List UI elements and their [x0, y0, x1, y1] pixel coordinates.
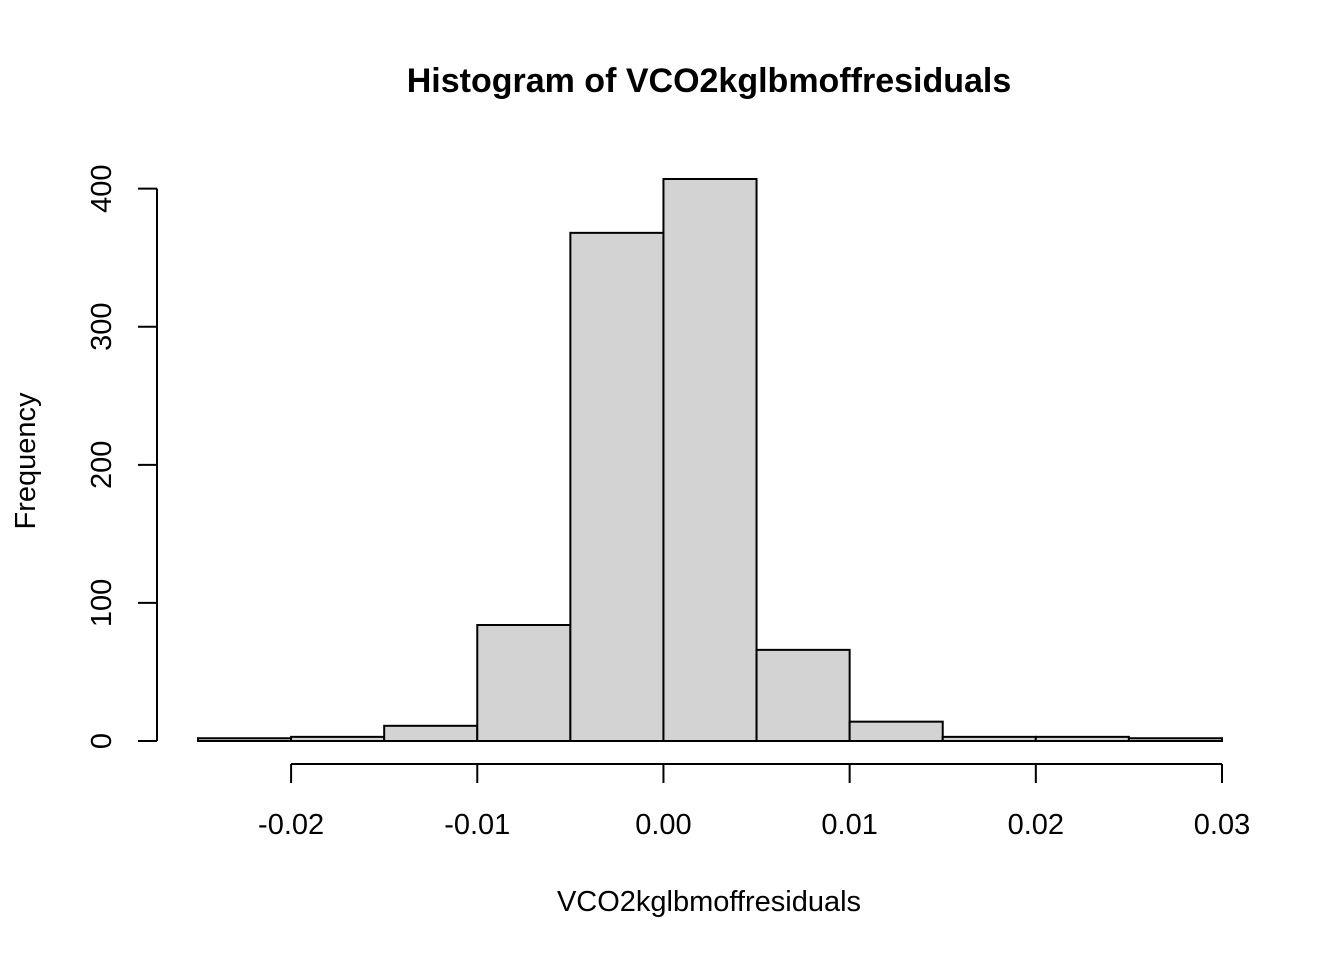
histogram-bar [848, 720, 944, 743]
x-tick-label: 0.03 [1194, 809, 1250, 841]
histogram-bar [569, 231, 665, 743]
chart-title: Histogram of VCO2kglbmoffresiduals [407, 62, 1012, 100]
y-tick-label: 100 [86, 579, 118, 627]
x-axis: -0.02 -0.01 0.00 0.01 0.02 0.03 [258, 763, 1250, 841]
y-axis: 0 100 200 300 400 [86, 164, 158, 749]
histogram-bar [290, 735, 386, 742]
x-tick-label: -0.02 [258, 809, 324, 841]
histogram-bar [1034, 735, 1130, 742]
histogram-bar [755, 648, 851, 742]
histogram-bar [941, 735, 1037, 742]
y-axis-label: Frequency [10, 392, 42, 530]
bars-group [197, 178, 1223, 743]
histogram-bar [476, 624, 572, 742]
x-axis-label: VCO2kglbmoffresiduals [557, 886, 861, 918]
y-tick-label: 400 [86, 164, 118, 212]
x-tick-label: 0.02 [1008, 809, 1064, 841]
x-tick-label: 0.01 [821, 809, 877, 841]
x-tick-label: 0.00 [635, 809, 691, 841]
histogram-bar [383, 724, 479, 742]
y-tick-label: 300 [86, 303, 118, 351]
histogram-bar [197, 737, 293, 743]
histogram-bar [1127, 737, 1223, 743]
y-tick-label: 200 [86, 441, 118, 489]
y-tick-label: 0 [86, 733, 118, 749]
x-tick-label: -0.01 [444, 809, 510, 841]
histogram-bar [662, 178, 758, 742]
